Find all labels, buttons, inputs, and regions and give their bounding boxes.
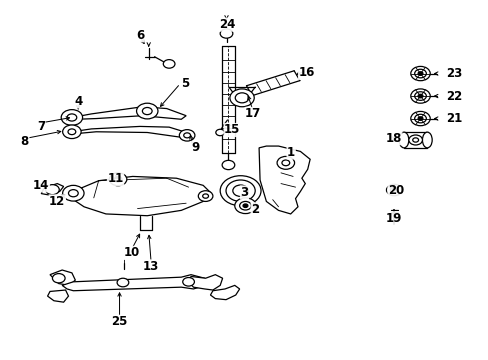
Text: 20: 20	[387, 184, 404, 197]
Circle shape	[109, 173, 126, 186]
Text: 9: 9	[191, 141, 199, 154]
Polygon shape	[67, 176, 210, 216]
Circle shape	[222, 160, 234, 170]
Text: 11: 11	[107, 172, 123, 185]
Circle shape	[117, 278, 128, 287]
Circle shape	[417, 72, 422, 75]
Text: 22: 22	[446, 90, 462, 103]
Circle shape	[202, 194, 208, 198]
Circle shape	[62, 185, 84, 201]
Circle shape	[414, 69, 426, 78]
Text: 4: 4	[74, 95, 82, 108]
Ellipse shape	[422, 132, 431, 148]
Text: 12: 12	[49, 195, 65, 208]
Circle shape	[67, 114, 77, 121]
Circle shape	[215, 129, 224, 136]
Text: 24: 24	[219, 18, 235, 31]
Circle shape	[68, 190, 78, 197]
Text: 3: 3	[240, 186, 248, 199]
Circle shape	[142, 108, 152, 114]
Circle shape	[408, 135, 422, 145]
Circle shape	[282, 160, 289, 166]
Circle shape	[62, 125, 81, 139]
Polygon shape	[210, 285, 239, 300]
Text: 1: 1	[286, 146, 295, 159]
Circle shape	[68, 129, 76, 135]
Circle shape	[389, 187, 397, 193]
Circle shape	[198, 191, 212, 202]
Circle shape	[392, 189, 395, 191]
Circle shape	[163, 60, 175, 68]
Polygon shape	[72, 126, 190, 138]
Text: 8: 8	[20, 135, 29, 148]
Text: 23: 23	[446, 67, 462, 80]
Polygon shape	[259, 146, 309, 214]
Circle shape	[136, 103, 158, 119]
Text: 19: 19	[385, 212, 401, 225]
Circle shape	[239, 202, 251, 210]
Text: 6: 6	[136, 29, 144, 42]
Ellipse shape	[398, 132, 408, 148]
Circle shape	[412, 138, 418, 142]
Text: 2: 2	[251, 203, 259, 216]
Circle shape	[410, 66, 429, 81]
Circle shape	[220, 176, 261, 206]
Text: 15: 15	[224, 123, 240, 136]
Circle shape	[229, 89, 254, 107]
Circle shape	[114, 176, 122, 182]
Circle shape	[243, 204, 247, 207]
Circle shape	[386, 184, 401, 196]
Text: 25: 25	[111, 315, 127, 328]
Polygon shape	[62, 275, 205, 291]
Text: 14: 14	[33, 179, 49, 192]
Text: 21: 21	[446, 112, 462, 125]
Polygon shape	[50, 270, 75, 285]
Circle shape	[179, 130, 195, 141]
Circle shape	[183, 133, 190, 138]
Polygon shape	[47, 290, 68, 302]
Circle shape	[414, 92, 426, 100]
Text: 5: 5	[181, 77, 189, 90]
Circle shape	[183, 278, 194, 286]
Text: 7: 7	[37, 120, 45, 133]
Circle shape	[417, 94, 422, 98]
Text: 16: 16	[298, 66, 314, 79]
Circle shape	[235, 93, 248, 103]
Circle shape	[234, 198, 256, 213]
Circle shape	[61, 110, 82, 125]
Text: 18: 18	[385, 132, 401, 145]
Circle shape	[225, 180, 255, 202]
Text: 10: 10	[123, 246, 140, 259]
Circle shape	[277, 157, 294, 169]
Polygon shape	[72, 107, 186, 119]
Circle shape	[417, 117, 422, 120]
Circle shape	[410, 89, 429, 103]
Text: 17: 17	[244, 107, 261, 120]
Circle shape	[220, 29, 232, 38]
Circle shape	[410, 111, 429, 126]
Text: 13: 13	[142, 260, 159, 273]
Polygon shape	[188, 275, 222, 290]
Circle shape	[414, 114, 426, 123]
Circle shape	[52, 274, 65, 283]
Circle shape	[45, 185, 59, 195]
Circle shape	[232, 185, 248, 197]
Polygon shape	[41, 184, 63, 195]
